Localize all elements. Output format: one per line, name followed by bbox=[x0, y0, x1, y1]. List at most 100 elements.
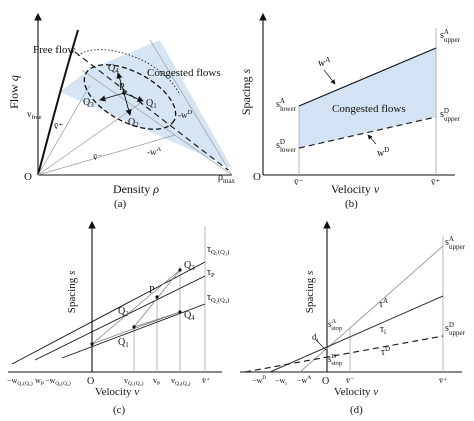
b-s-upper-A: sA upper bbox=[440, 28, 461, 44]
c-point-p bbox=[155, 295, 159, 299]
ray-v-minus bbox=[37, 134, 176, 176]
b-vminus-tick: v̄⁻ bbox=[294, 177, 304, 187]
d-s-upper-A: sA upper bbox=[445, 235, 466, 251]
c-origin: O bbox=[87, 376, 94, 387]
d-x-wD: −wD bbox=[252, 375, 266, 385]
ray-v-free bbox=[37, 84, 91, 176]
b-wA-line bbox=[298, 47, 437, 107]
a-caption: (a) bbox=[114, 198, 127, 210]
d-x-wi: −wi bbox=[275, 376, 287, 387]
c-x-w2: −wQ₂(Q₄) bbox=[45, 376, 71, 387]
d-di-label: di bbox=[312, 332, 319, 344]
c-p-label: P bbox=[149, 285, 155, 296]
wave-wD-line bbox=[149, 39, 233, 176]
b-vplus-tick: v̄⁺ bbox=[431, 177, 441, 187]
arrow-p-q3 bbox=[99, 92, 125, 102]
d-x-vminus: v̄⁻ bbox=[346, 376, 354, 385]
c-x-w1: −wQ₁(Q₃) bbox=[7, 376, 33, 387]
d-x-wA: −wA bbox=[297, 375, 311, 385]
a-q2-label: Q2 bbox=[128, 117, 139, 129]
d-s-stop-A: sA stop bbox=[328, 318, 342, 332]
b-s-lower-D: sD lower bbox=[276, 138, 297, 154]
c-q3-label: Q3 bbox=[184, 260, 195, 272]
c-x-vplus: v̄⁺ bbox=[202, 376, 210, 385]
c-tau-p-label: τP bbox=[207, 267, 215, 279]
d-tauA-line bbox=[299, 245, 444, 373]
d-tauD-line bbox=[244, 335, 444, 373]
a-origin: O bbox=[24, 171, 32, 183]
congested-dashed-line bbox=[74, 51, 229, 171]
b-congested-region bbox=[299, 48, 436, 148]
c-caption: (c) bbox=[113, 404, 126, 416]
b-origin: O bbox=[253, 171, 261, 183]
panel-d: sA upper sD upper τA τi τD sA stop sD stop d… bbox=[240, 220, 466, 416]
a-wD-label: -wD bbox=[178, 109, 193, 120]
c-x-vq2: vQ₁(Q₂) bbox=[124, 376, 144, 387]
c-tau-q2-label: τQ₂(Q₄) bbox=[207, 292, 229, 304]
a-q3-label: Q3 bbox=[83, 97, 94, 109]
d-s-stop-D: sD stop bbox=[328, 353, 342, 367]
arrow-p-q2 bbox=[123, 92, 132, 116]
c-q2-label: Q2 bbox=[118, 306, 129, 318]
arrow-p-q1 bbox=[123, 92, 144, 102]
arrow-p-q4 bbox=[116, 72, 125, 94]
a-rho-max: ρmax bbox=[218, 172, 236, 185]
a-x-axis-label: Density ρ bbox=[113, 182, 159, 196]
b-wD-label: wD bbox=[377, 146, 389, 159]
a-v-plus-label: v̄⁺ bbox=[54, 121, 64, 131]
b-wD-pointer bbox=[367, 134, 377, 145]
d-y-axis-label: Spacing s bbox=[304, 271, 316, 313]
a-free-flow-label: Free flow bbox=[33, 44, 76, 56]
a-wA-label: -wA bbox=[147, 146, 162, 157]
d-x-vplus: v̄⁺ bbox=[439, 376, 447, 385]
d-taui-line bbox=[269, 295, 444, 373]
d-s-upper-D: sD upper bbox=[445, 321, 466, 337]
d-tauA-label: τA bbox=[379, 297, 388, 310]
c-point-q2 bbox=[132, 325, 136, 329]
c-guide-2 bbox=[91, 311, 181, 345]
c-guide-1 bbox=[91, 269, 181, 345]
b-x-axis-label: Velocity v bbox=[331, 182, 380, 196]
point-p bbox=[122, 91, 126, 95]
a-y-axis-label: Flow q bbox=[7, 75, 21, 109]
a-v-minus-label: v̄⁻ bbox=[93, 152, 103, 162]
c-tau-q1-label: τQ₁(Q₃) bbox=[207, 244, 229, 256]
c-q4-label: Q4 bbox=[184, 310, 195, 322]
wave-wA-line bbox=[81, 69, 233, 176]
c-x-wp: wP bbox=[35, 376, 44, 387]
free-flow-curve bbox=[37, 29, 79, 176]
d-origin: O bbox=[322, 376, 329, 387]
c-point-q1 bbox=[90, 342, 94, 346]
c-x-axis-label: Velocity v bbox=[95, 386, 139, 398]
a-congested-label: Congested flows bbox=[147, 67, 221, 79]
c-x-vp: vP bbox=[153, 376, 160, 387]
d-caption: (d) bbox=[350, 404, 363, 416]
c-tau-p-line bbox=[34, 275, 206, 361]
b-s-lower-A: sA lower bbox=[276, 97, 297, 113]
congested-ellipse bbox=[83, 64, 177, 130]
b-s-upper-D: sD upper bbox=[440, 107, 461, 123]
c-y-axis-label: Spacing s bbox=[66, 271, 78, 313]
c-point-q4 bbox=[178, 310, 182, 314]
ray-v-plus bbox=[37, 101, 143, 176]
c-point-q3 bbox=[178, 268, 182, 272]
a-point-p-label: P bbox=[119, 82, 125, 93]
d-di-pointer bbox=[315, 339, 327, 351]
congested-region bbox=[60, 40, 232, 168]
c-guide-3 bbox=[133, 311, 181, 328]
c-x-vq4: vQ₃(Q₄) bbox=[171, 376, 191, 387]
b-y-axis-label: Spacing s bbox=[239, 69, 253, 116]
a-q4-label: Q4 bbox=[108, 63, 119, 75]
panel-b: wA wD Congested flows sA upper sA lower sD… bbox=[239, 12, 461, 210]
c-q1-label: Q1 bbox=[118, 337, 129, 349]
b-caption: (b) bbox=[345, 198, 358, 210]
b-wA-label: wA bbox=[318, 56, 330, 69]
d-taui-label: τi bbox=[380, 324, 386, 336]
b-wD-line bbox=[298, 116, 437, 149]
b-wA-pointer bbox=[323, 69, 336, 85]
panel-c: τQ₁(Q₃) τP τQ₂(Q₄) Q3 P Q2 Q4 Q1 −wQ₁(Q₃… bbox=[7, 220, 229, 416]
d-tauD-label: τD bbox=[381, 345, 390, 358]
panel-a: Free flow Congested flows P Q1 Q2 Q3 Q4 … bbox=[7, 12, 236, 210]
d-x-axis-label: Velocity v bbox=[334, 386, 378, 398]
